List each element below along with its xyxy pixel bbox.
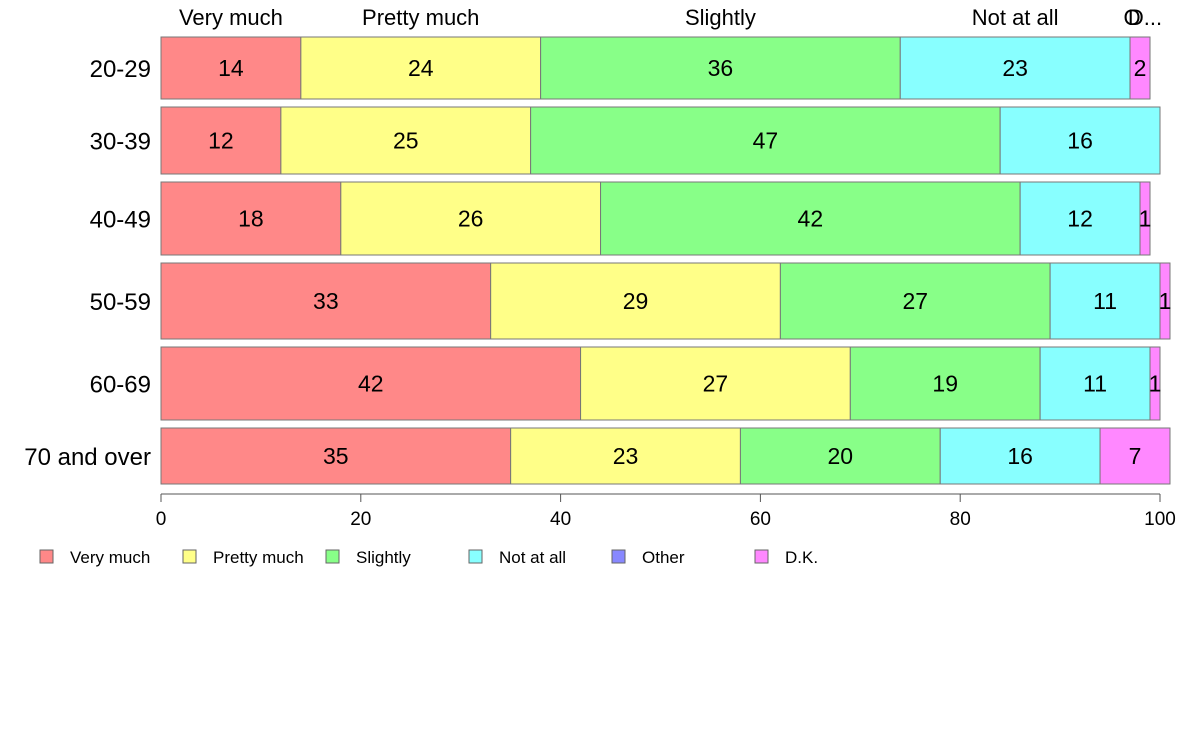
top-series-label: O bbox=[1123, 5, 1140, 30]
bar-segment bbox=[999, 106, 1161, 175]
bar-segment bbox=[1019, 181, 1141, 256]
legend-label: Other bbox=[642, 548, 685, 567]
data-label: 14 bbox=[218, 55, 244, 81]
top-category-labels: Very much Pretty much Slightly Not at all OD… bbox=[179, 5, 1162, 30]
bar-segment bbox=[1129, 36, 1151, 100]
data-label: 27 bbox=[902, 288, 928, 314]
top-series-label: D... bbox=[1128, 5, 1162, 30]
legend: Very much Pretty much Slightly Not at all Ot… bbox=[39, 548, 818, 567]
x-tick-label: 100 bbox=[1144, 509, 1176, 530]
bar-segment bbox=[160, 262, 492, 340]
bar-segment bbox=[1049, 262, 1161, 340]
data-label: 16 bbox=[1067, 128, 1093, 154]
bar-segment bbox=[160, 106, 282, 175]
bar-segment bbox=[1149, 346, 1161, 421]
bar-segment bbox=[1099, 427, 1171, 485]
bar-segment bbox=[1159, 262, 1171, 340]
data-label: 27 bbox=[703, 371, 729, 397]
data-label: 25 bbox=[393, 128, 419, 154]
data-label: 7 bbox=[1129, 443, 1142, 469]
data-label: 2 bbox=[1134, 55, 1147, 81]
bar-segment bbox=[530, 106, 1001, 175]
data-label: 35 bbox=[323, 443, 349, 469]
x-tick-label: 80 bbox=[950, 509, 971, 530]
bar-segment bbox=[580, 346, 851, 421]
bar-segment bbox=[510, 427, 741, 485]
bar-segment bbox=[600, 181, 1021, 256]
legend-swatch bbox=[611, 549, 626, 564]
data-label: 42 bbox=[798, 206, 824, 232]
category-label: 40-49 bbox=[90, 207, 151, 234]
legend-swatch bbox=[325, 549, 340, 564]
legend-label: Slightly bbox=[356, 548, 411, 567]
data-label: 24 bbox=[408, 55, 434, 81]
legend-swatch bbox=[182, 549, 197, 564]
data-label: 16 bbox=[1007, 443, 1033, 469]
data-label: 29 bbox=[623, 288, 649, 314]
bar-segment bbox=[1139, 181, 1151, 256]
data-label: 23 bbox=[1002, 55, 1028, 81]
data-label: 47 bbox=[753, 128, 779, 154]
x-tick-label: 0 bbox=[156, 509, 167, 530]
legend-label: Very much bbox=[70, 548, 150, 567]
bar-segment bbox=[899, 36, 1131, 100]
bar-segment bbox=[490, 262, 781, 340]
top-series-label: Pretty much bbox=[362, 5, 479, 30]
category-label: 60-69 bbox=[90, 372, 151, 399]
legend-label: Pretty much bbox=[213, 548, 304, 567]
data-label: 1 bbox=[1159, 288, 1172, 314]
data-label: 11 bbox=[1093, 288, 1117, 314]
data-label: 26 bbox=[458, 206, 484, 232]
legend-swatch bbox=[468, 549, 483, 564]
category-label: 50-59 bbox=[90, 289, 151, 316]
bar-segment bbox=[160, 181, 342, 256]
top-series-label: Slightly bbox=[685, 5, 756, 30]
category-label: 70 and over bbox=[24, 444, 151, 471]
legend-swatch bbox=[39, 549, 54, 564]
bar-segment bbox=[300, 36, 542, 100]
top-series-label: Very much bbox=[179, 5, 283, 30]
x-tick-label: 40 bbox=[550, 509, 571, 530]
data-label: 12 bbox=[1067, 206, 1093, 232]
data-label: 42 bbox=[358, 371, 384, 397]
y-axis-labels: 20-29 30-39 40-49 50-59 60-69 70 and over bbox=[24, 56, 151, 471]
bar-segment bbox=[779, 262, 1051, 340]
data-label: 18 bbox=[238, 206, 264, 232]
x-tick-label: 20 bbox=[350, 509, 371, 530]
bar-segment bbox=[849, 346, 1041, 421]
legend-label: Not at all bbox=[499, 548, 566, 567]
bar-segment bbox=[939, 427, 1101, 485]
data-label: 1 bbox=[1139, 206, 1152, 232]
data-label: 12 bbox=[208, 128, 234, 154]
category-label: 30-39 bbox=[90, 129, 151, 156]
bar-segment bbox=[160, 346, 582, 421]
x-tick-label: 60 bbox=[750, 509, 771, 530]
bar-segment bbox=[739, 427, 941, 485]
data-label: 20 bbox=[828, 443, 854, 469]
bar-segment bbox=[340, 181, 602, 256]
legend-label: D.K. bbox=[785, 548, 818, 567]
data-label: 1 bbox=[1149, 371, 1162, 397]
category-label: 20-29 bbox=[90, 56, 151, 83]
data-label: 33 bbox=[313, 288, 339, 314]
legend-swatch bbox=[754, 549, 769, 564]
top-series-label: Not at all bbox=[972, 5, 1059, 30]
data-label: 11 bbox=[1083, 371, 1107, 397]
bar-segment bbox=[280, 106, 532, 175]
data-label: 19 bbox=[932, 371, 958, 397]
data-label: 36 bbox=[708, 55, 734, 81]
bar-segment bbox=[160, 427, 512, 485]
bar-segment bbox=[1039, 346, 1151, 421]
data-label: 23 bbox=[613, 443, 639, 469]
x-axis: 0 20 40 60 80 100 bbox=[156, 493, 1176, 530]
